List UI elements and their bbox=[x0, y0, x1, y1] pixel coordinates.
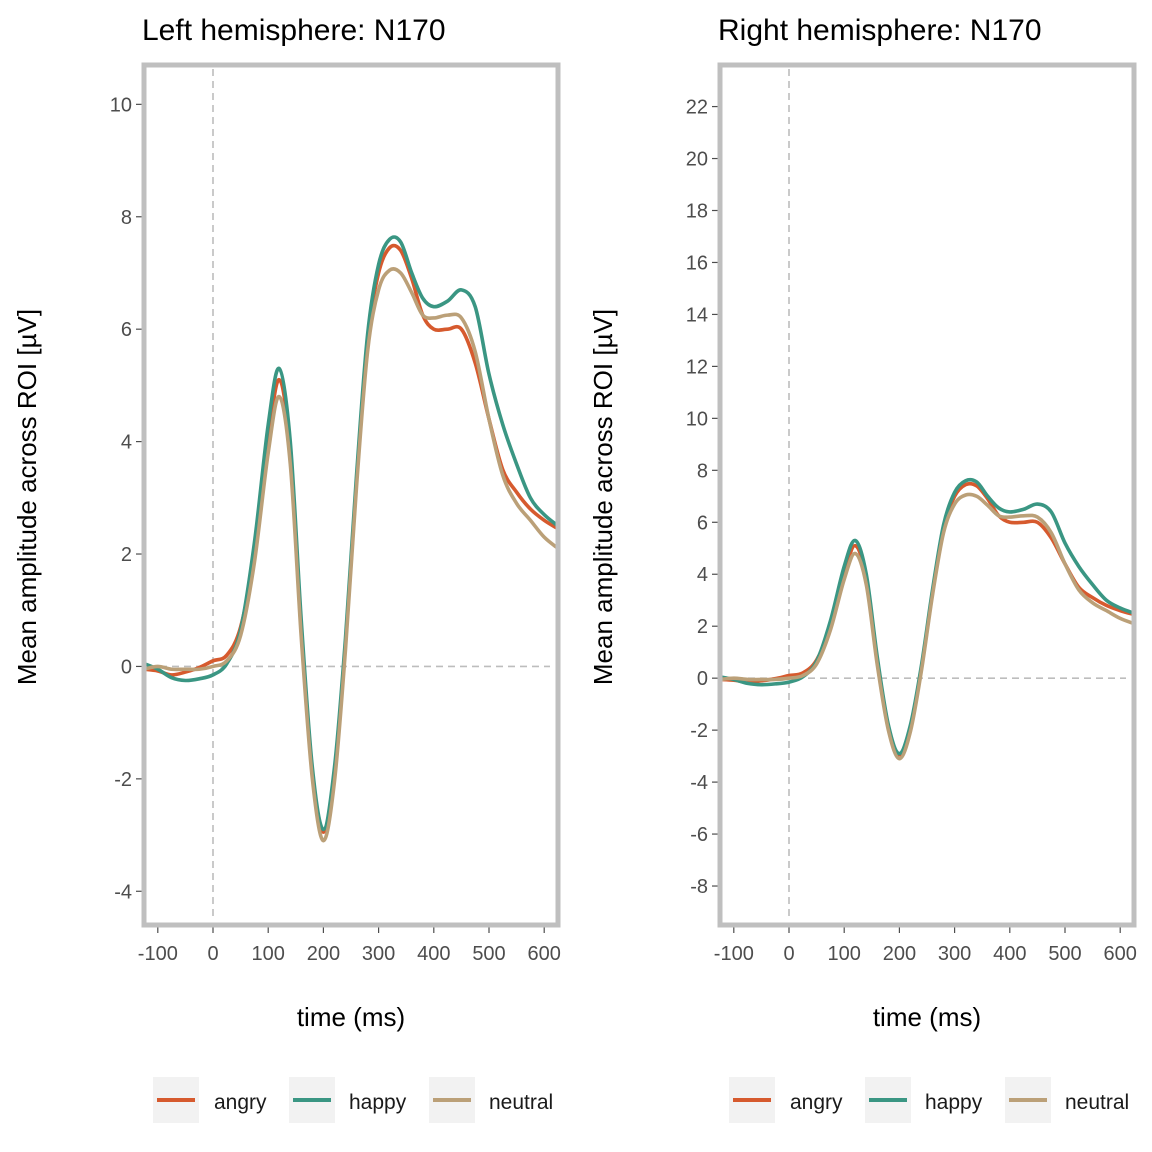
right-y-tick-label: -6 bbox=[690, 824, 708, 846]
legend-label-neutral: neutral bbox=[489, 1091, 553, 1114]
right-series-line-neutral bbox=[720, 492, 1134, 761]
left-legend: angry happy neutral bbox=[153, 1077, 553, 1123]
left-y-tick-label: 2 bbox=[121, 544, 132, 566]
right-x-tick-label: 100 bbox=[828, 943, 861, 965]
right-y-tick-label: 0 bbox=[697, 668, 708, 690]
right-x-tick-label: 600 bbox=[1104, 943, 1137, 965]
left-series-line-happy bbox=[144, 235, 558, 832]
right-y-tick-label: 10 bbox=[686, 408, 708, 430]
left-x-tick-label: 600 bbox=[528, 943, 561, 965]
left-x-axis-title: time (ms) bbox=[297, 1002, 405, 1032]
right-y-tick-label: -2 bbox=[690, 720, 708, 742]
left-x-tick-label: 300 bbox=[362, 943, 395, 965]
right-y-tick-label: 14 bbox=[686, 304, 708, 326]
left-y-tick-label: 8 bbox=[121, 207, 132, 229]
right-y-tick-label: 4 bbox=[697, 564, 708, 586]
legend-label-happy: happy bbox=[925, 1091, 983, 1114]
right-x-tick-label: 400 bbox=[993, 943, 1026, 965]
right-y-tick-label: -8 bbox=[690, 876, 708, 898]
left-y-tick-label: 4 bbox=[121, 432, 132, 454]
right-plot-area bbox=[720, 69, 1134, 921]
left-panel-border bbox=[141, 62, 561, 928]
right-legend-item-angry: angry bbox=[729, 1077, 843, 1123]
left-chart: Left hemisphere: N170 Mean amplitude acr… bbox=[12, 14, 561, 1123]
right-y-tick-label: 8 bbox=[697, 460, 708, 482]
legend-label-neutral: neutral bbox=[1065, 1091, 1129, 1114]
right-panel-border bbox=[717, 62, 1137, 928]
left-legend-item-happy: happy bbox=[289, 1077, 407, 1123]
right-x-tick-label: -100 bbox=[714, 943, 754, 965]
right-y-tick-label: 6 bbox=[697, 512, 708, 534]
left-y-axis-title: Mean amplitude across ROI [µV] bbox=[12, 309, 42, 685]
right-y-axis-title: Mean amplitude across ROI [µV] bbox=[588, 309, 618, 685]
left-y-tick-label: 0 bbox=[121, 656, 132, 678]
right-y-tick-label: 20 bbox=[686, 149, 708, 171]
right-x-tick-label: 0 bbox=[783, 943, 794, 965]
left-chart-title: Left hemisphere: N170 bbox=[142, 14, 446, 47]
right-x-tick-label: 500 bbox=[1048, 943, 1081, 965]
right-legend: angry happy neutral bbox=[729, 1077, 1129, 1123]
right-chart: Right hemisphere: N170 Mean amplitude ac… bbox=[588, 14, 1137, 1123]
legend-label-angry: angry bbox=[790, 1091, 843, 1114]
right-y-tick-label: 18 bbox=[686, 200, 708, 222]
left-legend-item-neutral: neutral bbox=[429, 1077, 553, 1123]
left-x-tick-label: 400 bbox=[417, 943, 450, 965]
right-x-tick-label: 300 bbox=[938, 943, 971, 965]
legend-label-happy: happy bbox=[349, 1091, 407, 1114]
right-x-axis-title: time (ms) bbox=[873, 1002, 981, 1032]
right-series-line-happy bbox=[720, 477, 1134, 756]
left-y-tick-label: -2 bbox=[114, 769, 132, 791]
right-legend-item-happy: happy bbox=[865, 1077, 983, 1123]
legend-label-angry: angry bbox=[214, 1091, 267, 1114]
left-plot-area bbox=[144, 69, 558, 921]
right-y-tick-label: 12 bbox=[686, 356, 708, 378]
left-y-tick-label: 10 bbox=[110, 94, 132, 116]
left-x-tick-label: 100 bbox=[252, 943, 285, 965]
right-axis-ticks: -8 -6 -4 -2 0 2 4 6 8 10 12 14 16 18 20 22 -100 0 100 200 30… bbox=[686, 97, 1137, 965]
right-y-tick-label: 22 bbox=[686, 97, 708, 119]
left-series-line-neutral bbox=[144, 267, 558, 843]
right-y-tick-label: -4 bbox=[690, 772, 708, 794]
left-y-tick-label: 6 bbox=[121, 319, 132, 341]
right-chart-title: Right hemisphere: N170 bbox=[718, 14, 1042, 47]
left-x-tick-label: 500 bbox=[472, 943, 505, 965]
left-x-tick-label: 0 bbox=[207, 943, 218, 965]
left-y-tick-label: -4 bbox=[114, 881, 132, 903]
right-x-tick-label: 200 bbox=[883, 943, 916, 965]
right-legend-item-neutral: neutral bbox=[1005, 1077, 1129, 1123]
right-y-tick-label: 2 bbox=[697, 616, 708, 638]
left-x-tick-label: -100 bbox=[138, 943, 178, 965]
left-legend-item-angry: angry bbox=[153, 1077, 267, 1123]
left-axis-ticks: -4 -2 0 2 4 6 8 10 -100 0 100 200 300 400 500 600 bbox=[110, 94, 561, 965]
left-x-tick-label: 200 bbox=[307, 943, 340, 965]
right-y-tick-label: 16 bbox=[686, 252, 708, 274]
